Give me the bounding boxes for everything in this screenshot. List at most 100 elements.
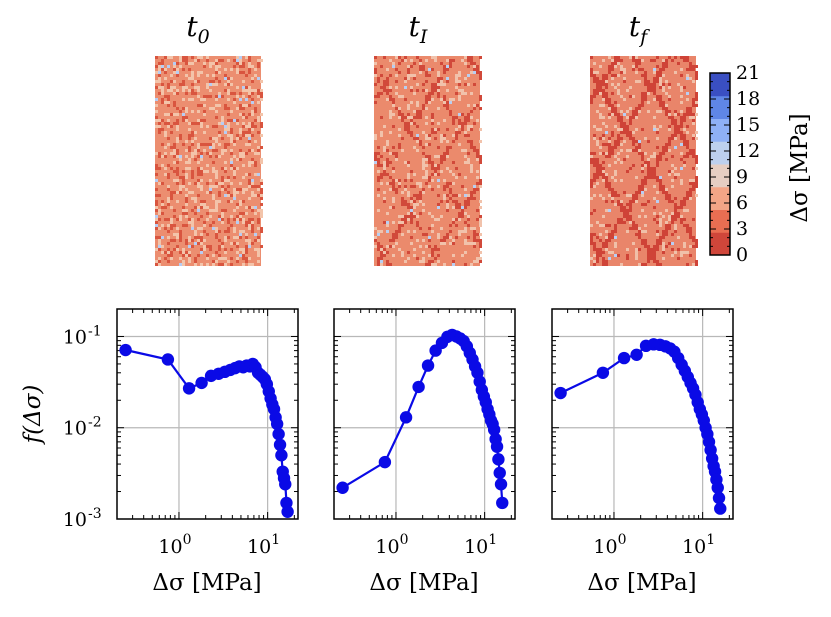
- map-cell: [665, 62, 668, 65]
- map-cell: [392, 167, 395, 170]
- map-cell: [458, 194, 461, 197]
- map-cell: [422, 209, 425, 212]
- map-cell: [674, 122, 677, 125]
- map-cell: [635, 224, 638, 227]
- map-cell: [656, 128, 659, 131]
- map-cell: [608, 239, 611, 242]
- map-cell: [635, 251, 638, 254]
- map-cell: [185, 188, 188, 191]
- map-cell: [620, 149, 623, 152]
- map-cell: [410, 236, 413, 239]
- map-cell: [248, 113, 251, 116]
- map-cell: [644, 215, 647, 218]
- map-cell: [380, 254, 383, 257]
- map-cell: [158, 71, 161, 74]
- map-cell: [674, 230, 677, 233]
- map-cell: [641, 188, 644, 191]
- map-cell: [203, 65, 206, 68]
- map-cell: [638, 110, 641, 113]
- map-cell: [200, 263, 203, 266]
- map-cell: [662, 89, 665, 92]
- map-cell: [215, 104, 218, 107]
- map-cell: [590, 98, 593, 101]
- map-cell: [191, 98, 194, 101]
- map-cell: [230, 158, 233, 161]
- map-cell: [236, 167, 239, 170]
- map-cell: [668, 149, 671, 152]
- map-cell: [215, 137, 218, 140]
- map-cell: [392, 170, 395, 173]
- map-cell: [161, 98, 164, 101]
- map-cell: [653, 152, 656, 155]
- map-cell: [188, 62, 191, 65]
- map-cell: [248, 68, 251, 71]
- map-cell: [188, 158, 191, 161]
- map-cell: [173, 149, 176, 152]
- map-cell: [677, 206, 680, 209]
- map-cell: [626, 194, 629, 197]
- map-cell: [464, 161, 467, 164]
- map-cell: [221, 218, 224, 221]
- map-cell: [422, 107, 425, 110]
- map-cell: [251, 158, 254, 161]
- map-cell: [590, 95, 593, 98]
- map-cell: [191, 71, 194, 74]
- map-cell: [479, 158, 482, 161]
- map-cell: [191, 173, 194, 176]
- map-cell: [617, 74, 620, 77]
- map-cell: [590, 233, 593, 236]
- map-cell: [419, 182, 422, 185]
- map-cell: [431, 224, 434, 227]
- map-cell: [248, 89, 251, 92]
- map-cell: [467, 224, 470, 227]
- map-cell: [668, 224, 671, 227]
- map-cell: [431, 167, 434, 170]
- map-cell: [389, 152, 392, 155]
- map-cell: [692, 137, 695, 140]
- map-cell: [593, 77, 596, 80]
- map-cell: [176, 119, 179, 122]
- map-cell: [227, 122, 230, 125]
- map-cell: [614, 146, 617, 149]
- map-cell: [662, 62, 665, 65]
- map-cell: [449, 188, 452, 191]
- map-cell: [668, 116, 671, 119]
- map-cell: [161, 86, 164, 89]
- map-cell: [206, 74, 209, 77]
- map-cell: [659, 236, 662, 239]
- map-cell: [635, 80, 638, 83]
- map-cell: [431, 161, 434, 164]
- map-cell: [680, 167, 683, 170]
- map-cell: [245, 260, 248, 263]
- map-cell: [179, 218, 182, 221]
- map-cell: [236, 242, 239, 245]
- map-cell: [635, 140, 638, 143]
- map-cell: [218, 71, 221, 74]
- map-cell: [260, 227, 263, 230]
- map-cell: [440, 140, 443, 143]
- map-cell: [164, 251, 167, 254]
- map-cell: [692, 68, 695, 71]
- map-cell: [248, 71, 251, 74]
- map-cell: [200, 71, 203, 74]
- colorbar-segment: [710, 141, 730, 165]
- map-cell: [194, 257, 197, 260]
- map-cell: [629, 206, 632, 209]
- map-cell: [167, 125, 170, 128]
- map-cell: [425, 233, 428, 236]
- map-cell: [191, 176, 194, 179]
- map-cell: [422, 152, 425, 155]
- map-cell: [599, 116, 602, 119]
- map-cell: [191, 74, 194, 77]
- map-cell: [590, 179, 593, 182]
- map-cell: [635, 128, 638, 131]
- map-cell: [425, 74, 428, 77]
- map-cell: [392, 65, 395, 68]
- map-cell: [593, 209, 596, 212]
- map-cell: [182, 251, 185, 254]
- map-cell: [596, 164, 599, 167]
- map-cell: [251, 179, 254, 182]
- map-cell: [605, 92, 608, 95]
- map-cell: [671, 122, 674, 125]
- y-tick-exponent: -2: [88, 415, 102, 431]
